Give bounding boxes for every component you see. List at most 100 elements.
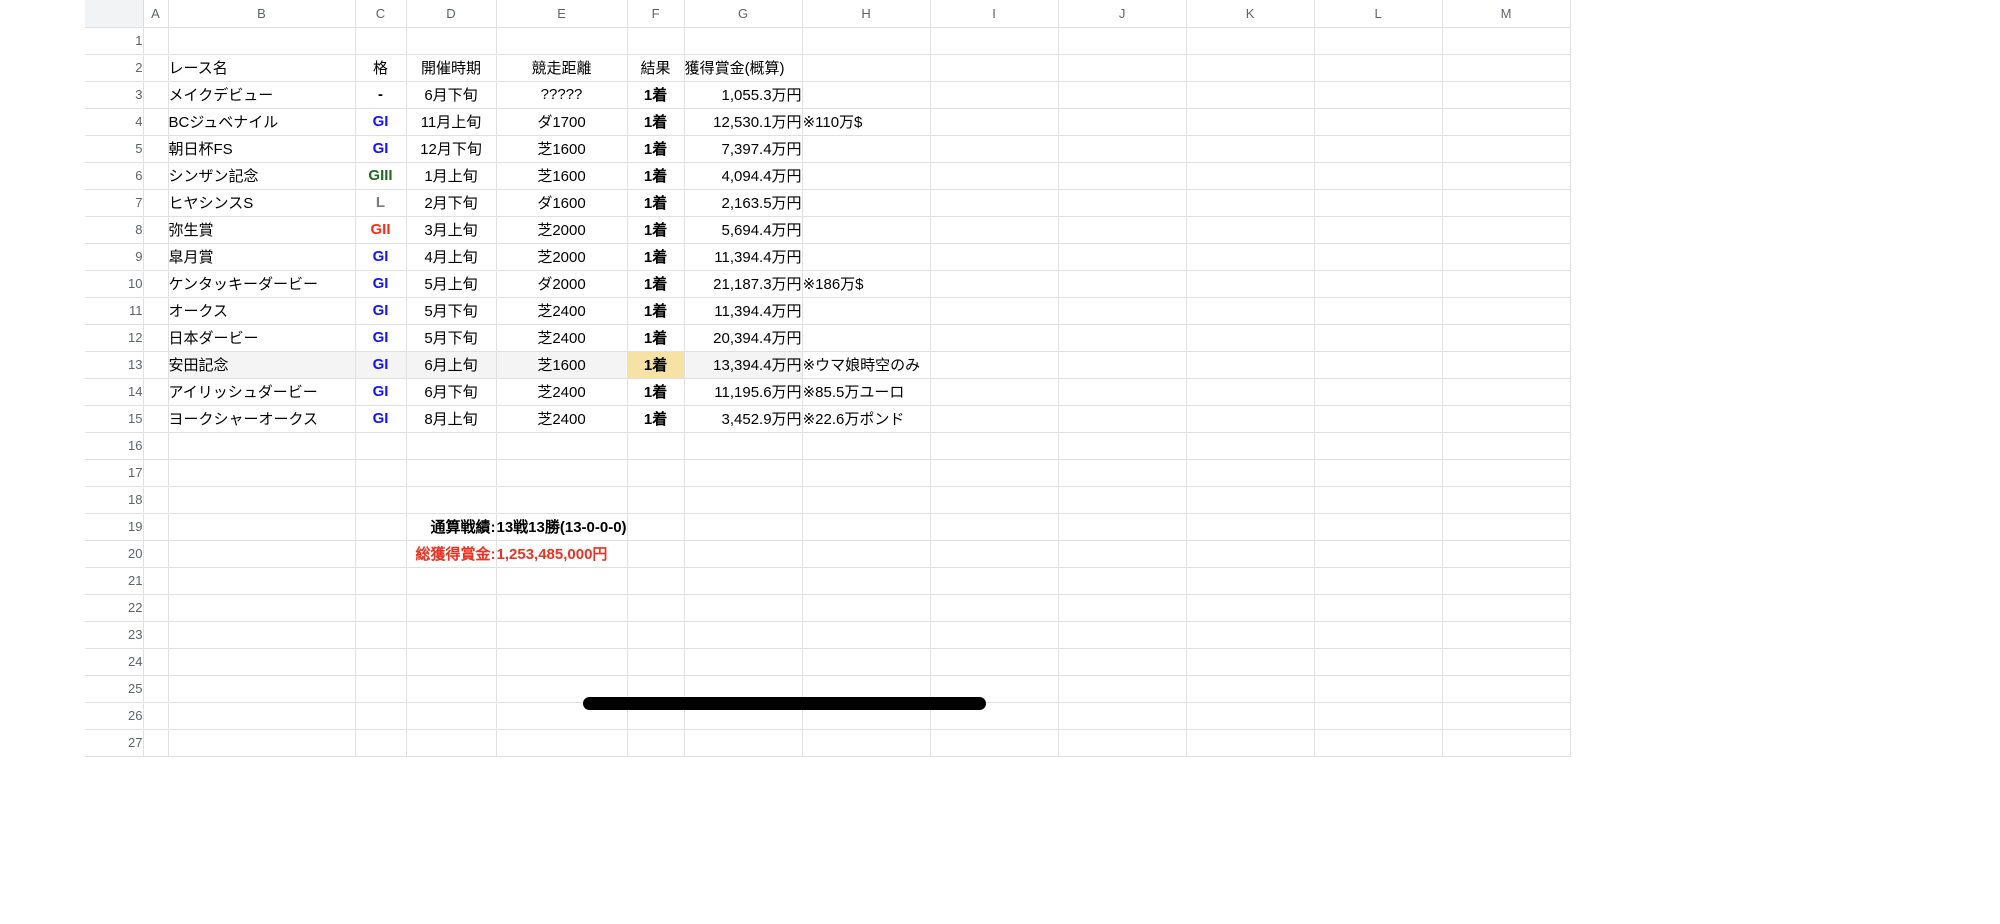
cell-result-15[interactable]: 1着 <box>627 405 685 433</box>
cell-period-6[interactable]: 1月上旬 <box>406 162 497 190</box>
cell-L27[interactable] <box>1314 729 1443 757</box>
row-header-16[interactable]: 16 <box>85 432 144 460</box>
cell-note-7[interactable] <box>802 189 931 217</box>
cell-prize-3[interactable]: 1,055.3万円 <box>684 81 803 109</box>
cell-distance-10[interactable]: ダ2000 <box>496 270 628 298</box>
sheet-row-18[interactable]: 18 <box>85 486 1571 514</box>
cell-E26[interactable] <box>496 702 628 730</box>
cell-A15[interactable] <box>143 405 169 433</box>
cell-I2[interactable] <box>930 54 1059 82</box>
cell-D1[interactable] <box>406 27 497 55</box>
cell-distance-3[interactable]: ????? <box>496 81 628 109</box>
row-header-3[interactable]: 3 <box>85 81 144 109</box>
row-header-27[interactable]: 27 <box>85 729 144 757</box>
table-row[interactable]: 9 皐月賞 GI 4月上旬 芝2000 1着 11,394.4万円 <box>85 243 1571 271</box>
cell-result-11[interactable]: 1着 <box>627 297 685 325</box>
cell-period-13[interactable]: 6月上旬 <box>406 351 497 379</box>
cell-C1[interactable] <box>355 27 407 55</box>
cell-L13[interactable] <box>1314 351 1443 379</box>
cell-I22[interactable] <box>930 594 1059 622</box>
cell-J5[interactable] <box>1058 135 1187 163</box>
cell-K13[interactable] <box>1186 351 1315 379</box>
cell-period-12[interactable]: 5月下旬 <box>406 324 497 352</box>
cell-M12[interactable] <box>1442 324 1571 352</box>
cell-L7[interactable] <box>1314 189 1443 217</box>
cell-race-12[interactable]: 日本ダービー <box>167 324 356 352</box>
cell-F22[interactable] <box>627 594 685 622</box>
cell-H19[interactable] <box>802 513 931 541</box>
row-header-23[interactable]: 23 <box>85 621 144 649</box>
cell-L16[interactable] <box>1314 432 1443 460</box>
cell-B19[interactable] <box>168 513 356 541</box>
cell-J11[interactable] <box>1058 297 1187 325</box>
select-all-corner[interactable] <box>85 0 144 28</box>
cell-race-3[interactable]: メイクデビュー <box>167 81 356 109</box>
cell-K12[interactable] <box>1186 324 1315 352</box>
sheet-row[interactable]: 27 <box>85 729 1571 757</box>
cell-note-15[interactable]: ※22.6万ポンド <box>802 405 931 433</box>
cell-note-12[interactable] <box>802 324 931 352</box>
cell-M26[interactable] <box>1442 702 1571 730</box>
spreadsheet-grid[interactable]: A B C D E F G H I J K L M 1 <box>85 0 1571 757</box>
cell-A11[interactable] <box>143 297 169 325</box>
cell-A22[interactable] <box>143 594 169 622</box>
table-header-result[interactable]: 結果 <box>626 53 685 82</box>
cell-grade-5[interactable]: GI <box>355 135 407 163</box>
cell-M21[interactable] <box>1442 567 1571 595</box>
cell-E21[interactable] <box>496 567 628 595</box>
cell-C24[interactable] <box>355 648 407 676</box>
sheet-row[interactable]: 21 <box>85 567 1571 595</box>
cell-distance-6[interactable]: 芝1600 <box>496 162 628 190</box>
cell-result-4[interactable]: 1着 <box>627 108 685 136</box>
cell-F24[interactable] <box>627 648 685 676</box>
cell-E22[interactable] <box>496 594 628 622</box>
cell-C21[interactable] <box>355 567 407 595</box>
cell-H21[interactable] <box>802 567 931 595</box>
cell-K6[interactable] <box>1186 162 1315 190</box>
cell-I3[interactable] <box>930 81 1059 109</box>
cell-race-4[interactable]: BCジュベナイル <box>167 108 356 136</box>
cell-E23[interactable] <box>496 621 628 649</box>
table-row[interactable]: 11 オークス GI 5月下旬 芝2400 1着 11,394.4万円 <box>85 297 1571 325</box>
cell-K23[interactable] <box>1186 621 1315 649</box>
cell-prize-4[interactable]: 12,530.1万円 <box>684 108 803 136</box>
cell-I18[interactable] <box>930 486 1059 514</box>
cell-L14[interactable] <box>1314 378 1443 406</box>
cell-period-11[interactable]: 5月下旬 <box>406 297 497 325</box>
cell-A7[interactable] <box>143 189 169 217</box>
row-header-10[interactable]: 10 <box>85 270 144 298</box>
cell-period-3[interactable]: 6月下旬 <box>406 81 497 109</box>
row-header-2[interactable]: 2 <box>85 54 144 82</box>
cell-period-9[interactable]: 4月上旬 <box>406 243 497 271</box>
cell-K21[interactable] <box>1186 567 1315 595</box>
cell-L5[interactable] <box>1314 135 1443 163</box>
row-header-9[interactable]: 9 <box>85 243 144 271</box>
cell-M4[interactable] <box>1442 108 1571 136</box>
cell-J3[interactable] <box>1058 81 1187 109</box>
cell-period-10[interactable]: 5月上旬 <box>406 270 497 298</box>
cell-prize-10[interactable]: 21,187.3万円 <box>684 270 803 298</box>
cell-G16[interactable] <box>684 432 803 460</box>
cell-M25[interactable] <box>1442 675 1571 703</box>
cell-I4[interactable] <box>930 108 1059 136</box>
cell-race-6[interactable]: シンザン記念 <box>167 162 356 190</box>
cell-J4[interactable] <box>1058 108 1187 136</box>
cell-H22[interactable] <box>802 594 931 622</box>
cell-C20[interactable] <box>355 540 407 568</box>
cell-L17[interactable] <box>1314 459 1443 487</box>
cell-period-5[interactable]: 12月下旬 <box>406 135 497 163</box>
cell-race-10[interactable]: ケンタッキーダービー <box>167 270 356 298</box>
cell-E16[interactable] <box>496 432 628 460</box>
cell-B26[interactable] <box>168 702 356 730</box>
cell-J23[interactable] <box>1058 621 1187 649</box>
cell-C16[interactable] <box>355 432 407 460</box>
cell-note-3[interactable] <box>802 81 931 109</box>
cell-M6[interactable] <box>1442 162 1571 190</box>
cell-result-3[interactable]: 1着 <box>627 81 685 109</box>
column-header-B[interactable]: B <box>168 0 356 28</box>
row-header-7[interactable]: 7 <box>85 189 144 217</box>
cell-A9[interactable] <box>143 243 169 271</box>
row-header-1[interactable]: 1 <box>85 27 144 55</box>
cell-B1[interactable] <box>168 27 356 55</box>
cell-result-14[interactable]: 1着 <box>627 378 685 406</box>
